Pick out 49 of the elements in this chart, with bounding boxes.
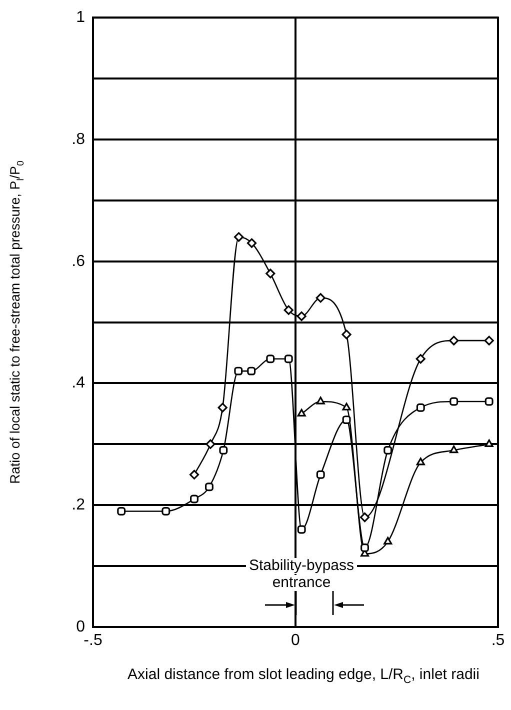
y-tick-label: .4	[72, 374, 86, 392]
point	[246, 238, 257, 248]
point	[342, 416, 351, 424]
point	[484, 397, 494, 406]
point	[234, 232, 244, 242]
point	[384, 536, 392, 544]
point	[205, 482, 214, 492]
y-tick-label: 0	[76, 618, 86, 636]
point	[218, 402, 228, 412]
point	[266, 268, 276, 278]
point	[266, 354, 275, 364]
point	[416, 354, 426, 364]
y-tick-label: .8	[72, 130, 86, 148]
y-tick-label: 1	[76, 9, 86, 26]
point	[360, 512, 370, 522]
point	[384, 446, 392, 455]
point	[450, 397, 458, 406]
point	[206, 439, 216, 449]
x-tick-label: .5	[491, 632, 505, 650]
point	[484, 336, 494, 346]
point	[297, 408, 306, 417]
point	[284, 305, 294, 315]
point	[416, 458, 425, 466]
x-tick-label: -.5	[84, 632, 102, 650]
point	[484, 439, 494, 447]
point	[316, 470, 325, 479]
point	[360, 544, 369, 552]
point	[449, 336, 459, 346]
point	[219, 446, 228, 455]
point	[416, 403, 425, 412]
point	[234, 366, 243, 376]
point	[342, 402, 351, 410]
x-tick-label: 0	[291, 632, 300, 650]
point	[297, 525, 306, 534]
y-tick-label: .2	[72, 496, 86, 514]
point	[117, 506, 126, 516]
point	[316, 396, 325, 404]
point	[296, 311, 306, 322]
point	[316, 293, 326, 303]
point	[247, 366, 256, 376]
annotation: Stability-bypass entrance	[248, 557, 354, 592]
point	[189, 470, 200, 480]
point	[450, 445, 458, 454]
y-tick-label: .6	[72, 252, 86, 270]
point	[162, 506, 170, 516]
y-axis-title: Ratio of local static to free-stream total pressure, Pl/P0	[8, 160, 26, 484]
point	[284, 354, 293, 364]
point	[190, 494, 198, 504]
point	[342, 330, 352, 340]
